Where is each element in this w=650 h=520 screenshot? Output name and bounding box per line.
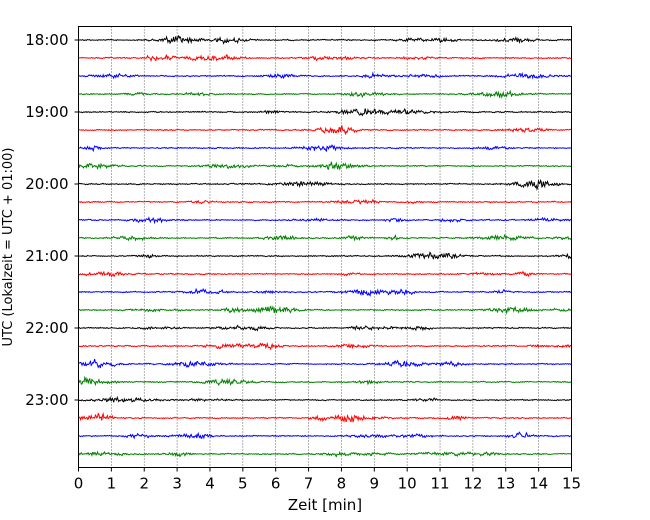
x-tick-label: 14	[529, 475, 548, 493]
x-tick-label: 4	[205, 475, 215, 493]
seismic-trace	[78, 233, 572, 242]
seismic-trace	[78, 251, 572, 260]
seismic-trace	[78, 198, 572, 205]
x-tick-label: 2	[139, 475, 149, 493]
seismic-trace	[78, 124, 572, 136]
x-axis-ticks: 0 1 2 3 4 5 6 7 8 9 10 11 12 13 14 15	[74, 467, 581, 493]
y-axis-label: UTC (Lokalzeit = UTC + 01:00)	[1, 148, 16, 347]
x-tick-label: 8	[337, 475, 347, 493]
x-tick-label: 1	[107, 475, 117, 493]
seismic-trace	[78, 305, 572, 315]
seismic-trace	[78, 108, 572, 117]
seismic-trace	[78, 395, 572, 403]
seismic-trace	[78, 179, 572, 192]
seismic-trace	[78, 450, 572, 458]
x-tick-label: 9	[370, 475, 380, 493]
y-tick-label: 18:00	[25, 31, 68, 49]
seismic-trace	[78, 54, 572, 63]
seismic-trace	[78, 34, 572, 45]
x-tick-label: 0	[74, 475, 84, 493]
seismic-trace	[78, 358, 572, 369]
y-tick-label: 20:00	[25, 175, 68, 193]
x-axis-label: Zeit [min]	[288, 496, 362, 514]
seismic-trace	[78, 411, 572, 423]
seismic-trace	[78, 431, 572, 440]
x-tick-label: 3	[172, 475, 182, 493]
seismic-trace	[78, 71, 572, 80]
x-tick-label: 15	[562, 475, 581, 493]
x-tick-label: 10	[398, 475, 417, 493]
x-tick-label: 11	[430, 475, 449, 493]
x-tick-label: 5	[238, 475, 248, 493]
y-tick-label: 22:00	[25, 319, 68, 337]
seismic-trace	[78, 270, 572, 278]
seismic-trace	[78, 144, 572, 153]
y-axis-ticks: 18:00 19:00 20:00 21:00 22:00 23:00	[25, 31, 79, 409]
seismic-trace	[78, 287, 572, 297]
seismic-trace	[78, 216, 572, 225]
x-tick-label: 7	[304, 475, 314, 493]
y-tick-label: 23:00	[25, 391, 68, 409]
y-tick-label: 21:00	[25, 247, 68, 265]
seismic-trace	[78, 161, 572, 171]
seismic-trace	[78, 341, 572, 351]
seismic-traces	[78, 34, 572, 458]
y-tick-label: 19:00	[25, 103, 68, 121]
x-tick-label: 12	[463, 475, 482, 493]
plot-frame	[78, 26, 572, 468]
seismic-trace	[78, 324, 572, 332]
x-tick-label: 6	[271, 475, 281, 493]
seismic-trace	[78, 89, 572, 99]
x-tick-label: 13	[496, 475, 515, 493]
seismic-trace	[78, 375, 572, 387]
